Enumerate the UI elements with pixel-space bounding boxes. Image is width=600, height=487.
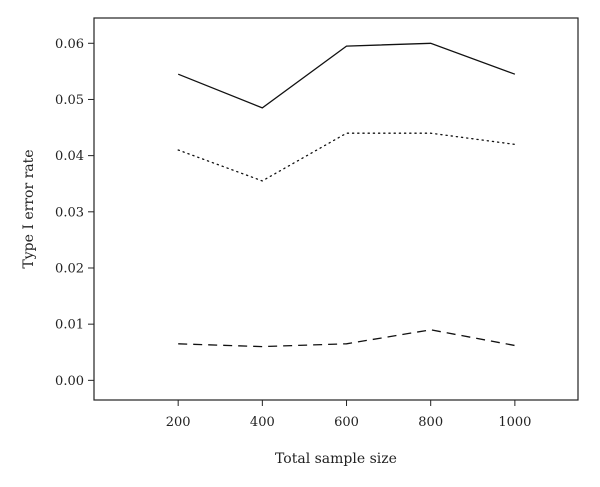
x-tick-label: 600 — [334, 415, 359, 430]
y-tick-label: 0.00 — [55, 374, 84, 389]
x-tick-label: 800 — [418, 415, 443, 430]
y-tick-label: 0.03 — [55, 205, 84, 220]
series-line-dashed — [178, 329, 516, 348]
series-line-solid — [177, 42, 516, 109]
x-tick-label: 200 — [166, 415, 191, 430]
x-axis: 200 400 600 800 1000 — [166, 400, 531, 430]
series-line-dotted — [177, 132, 516, 182]
y-axis: 0.00 0.01 0.02 0.03 0.04 0.05 0.06 — [55, 37, 94, 389]
y-axis-title: Type I error rate — [21, 149, 37, 268]
series-layer — [177, 42, 516, 348]
x-tick-label: 1000 — [498, 415, 531, 430]
plot-frame — [93, 17, 579, 401]
y-tick-label: 0.02 — [55, 261, 84, 276]
y-tick-label: 0.05 — [55, 93, 84, 108]
x-tick-label: 400 — [250, 415, 275, 430]
x-axis-title: Total sample size — [275, 451, 397, 467]
y-tick-label: 0.01 — [55, 318, 84, 333]
y-tick-label: 0.06 — [55, 37, 84, 52]
y-tick-label: 0.04 — [55, 149, 84, 164]
